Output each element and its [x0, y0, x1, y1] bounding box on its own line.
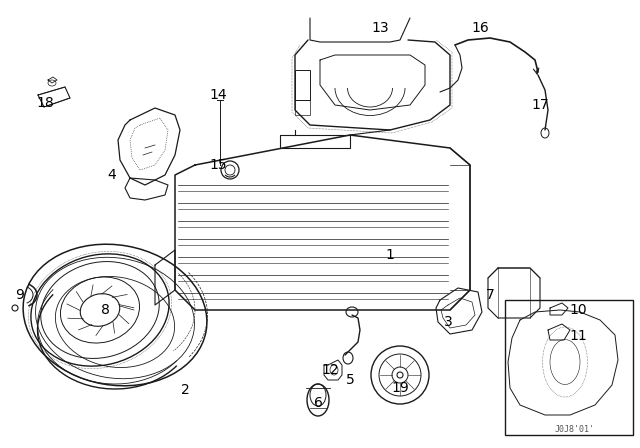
Text: 6: 6 — [314, 396, 323, 410]
Text: 1: 1 — [385, 248, 394, 262]
Text: 9: 9 — [15, 288, 24, 302]
Text: 12: 12 — [321, 363, 339, 377]
Text: 2: 2 — [180, 383, 189, 397]
Text: 8: 8 — [100, 303, 109, 317]
Bar — [505, 300, 633, 435]
Text: 10: 10 — [569, 303, 587, 317]
Text: 15: 15 — [209, 158, 227, 172]
Text: 14: 14 — [209, 88, 227, 102]
Text: 3: 3 — [444, 315, 452, 329]
Text: 18: 18 — [36, 96, 54, 110]
Bar — [295, 100, 310, 115]
Text: 19: 19 — [391, 381, 409, 395]
Text: 4: 4 — [108, 168, 116, 182]
Bar — [295, 70, 310, 100]
Text: 7: 7 — [486, 288, 494, 302]
Text: 16: 16 — [471, 21, 489, 35]
Text: 5: 5 — [346, 373, 355, 387]
Text: 13: 13 — [371, 21, 389, 35]
Text: 11: 11 — [569, 329, 587, 343]
Text: 17: 17 — [531, 98, 549, 112]
Text: J0J8'01': J0J8'01' — [555, 426, 595, 435]
